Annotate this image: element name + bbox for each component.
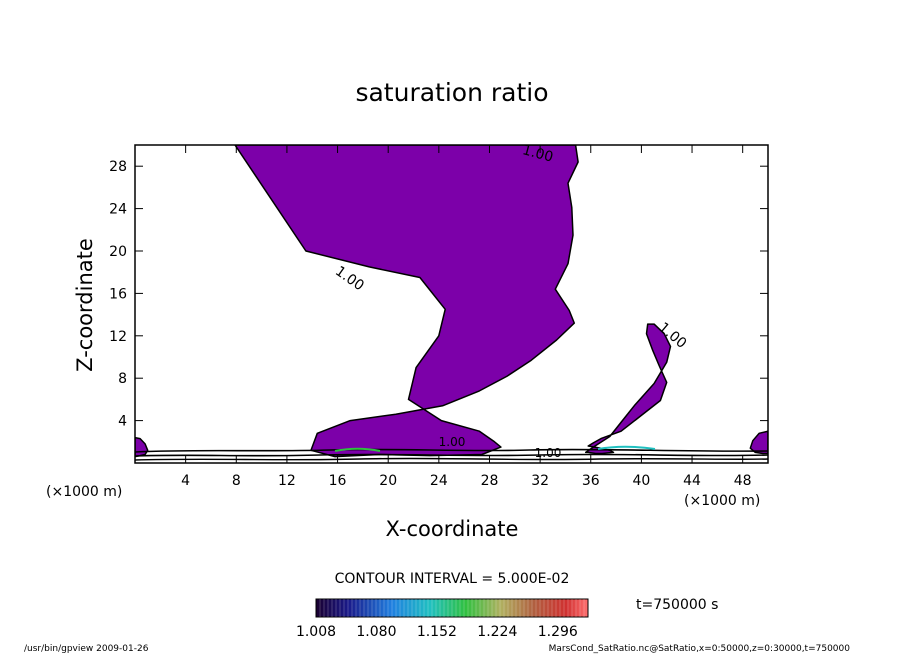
colorbar bbox=[315, 598, 589, 618]
contour-region-main-plume bbox=[234, 145, 579, 458]
colorbar-segments bbox=[319, 599, 585, 617]
x-tick-label: 36 bbox=[582, 473, 600, 489]
contour-label: 1.00 bbox=[439, 435, 466, 449]
y-tick-label: 24 bbox=[109, 202, 127, 218]
x-unit-label-right: (×1000 m) bbox=[684, 493, 760, 509]
surface-highlight-teal bbox=[597, 445, 656, 450]
colorbar-tick-label: 1.296 bbox=[538, 624, 578, 640]
colorbar-tick-label: 1.080 bbox=[356, 624, 396, 640]
x-unit-label-left: (×1000 m) bbox=[46, 484, 122, 500]
x-axis: 4 8 12 16 20 24 28 32 36 40 44 48 bbox=[181, 145, 752, 489]
x-tick-label: 8 bbox=[232, 473, 241, 489]
plot-frame bbox=[134, 144, 769, 464]
y-tick-label: 4 bbox=[118, 414, 127, 430]
colorbar-labels: 1.008 1.080 1.152 1.224 1.296 bbox=[296, 624, 578, 640]
x-axis-label: X-coordinate bbox=[386, 517, 519, 541]
contour-label: 1.00 bbox=[521, 142, 555, 166]
x-tick-label: 24 bbox=[430, 473, 448, 489]
contour-label: 1.00 bbox=[332, 263, 367, 294]
contour-interval-text: CONTOUR INTERVAL = 5.000E-02 bbox=[335, 571, 570, 587]
y-tick-label: 28 bbox=[109, 159, 127, 175]
y-axis: 4 8 12 16 20 24 28 bbox=[109, 159, 768, 430]
surface-highlight-green bbox=[334, 447, 381, 452]
surface-contour-line bbox=[135, 448, 768, 453]
time-label: t=750000 s bbox=[636, 597, 718, 613]
x-tick-label: 4 bbox=[181, 473, 190, 489]
contour-label: 1.00 bbox=[535, 446, 562, 460]
contour-region-left-edge-cell bbox=[135, 436, 149, 458]
x-tick-label: 48 bbox=[734, 473, 752, 489]
footer-right: MarsCond_SatRatio.nc@SatRatio,x=0:50000,… bbox=[549, 644, 851, 654]
y-tick-label: 12 bbox=[109, 329, 127, 345]
x-tick-label: 32 bbox=[531, 473, 549, 489]
footer-left: /usr/bin/gpview 2009-01-26 bbox=[24, 644, 149, 654]
surface-contour-line bbox=[135, 453, 768, 457]
colorbar-tick-label: 1.224 bbox=[477, 624, 517, 640]
x-tick-label: 12 bbox=[278, 473, 296, 489]
chart-title: saturation ratio bbox=[355, 78, 548, 107]
x-tick-label: 16 bbox=[329, 473, 347, 489]
y-tick-label: 8 bbox=[118, 371, 127, 387]
contour-region-right-edge-cell bbox=[749, 430, 768, 455]
x-tick-label: 20 bbox=[379, 473, 397, 489]
contour-fill-layer bbox=[135, 145, 768, 458]
surface-contour-lines bbox=[135, 445, 768, 461]
y-tick-label: 16 bbox=[109, 286, 127, 302]
surface-contour-line bbox=[135, 457, 768, 461]
x-tick-label: 40 bbox=[632, 473, 650, 489]
contour-region-right-plume bbox=[584, 323, 672, 455]
y-axis-label: Z-coordinate bbox=[73, 238, 97, 372]
colorbar-tick-label: 1.152 bbox=[417, 624, 457, 640]
colorbar-tick-label: 1.008 bbox=[296, 624, 336, 640]
x-tick-label: 44 bbox=[683, 473, 701, 489]
y-tick-label: 20 bbox=[109, 244, 127, 260]
x-tick-label: 28 bbox=[481, 473, 499, 489]
